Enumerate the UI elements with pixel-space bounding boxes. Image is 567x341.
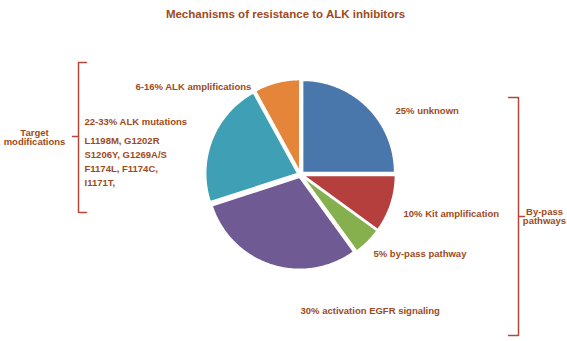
svg-text:25% unknown: 25% unknown [396,105,460,116]
svg-text:By-passpathways: By-passpathways [523,206,566,227]
svg-text:10% Kit amplification: 10% Kit amplification [404,208,500,219]
svg-text:F1174L, F1174C,: F1174L, F1174C, [85,163,158,174]
svg-text:5% by-pass pathway: 5% by-pass pathway [374,248,468,259]
svg-text:22-33% ALK mutations: 22-33% ALK mutations [85,116,188,127]
svg-text:Targetmodifications: Targetmodifications [4,127,66,147]
svg-text:I1171T,: I1171T, [85,177,116,188]
svg-text:6-16% ALK amplifications: 6-16% ALK amplifications [136,81,252,92]
svg-text:L1198M, G1202R: L1198M, G1202R [85,135,160,146]
svg-text:30% activation EGFR signaling: 30% activation EGFR signaling [301,305,441,316]
svg-text:Mechanisms of resistance to AL: Mechanisms of resistance to ALK inhibito… [166,8,405,20]
svg-text:S1206Y, G1269A/S: S1206Y, G1269A/S [85,149,167,160]
